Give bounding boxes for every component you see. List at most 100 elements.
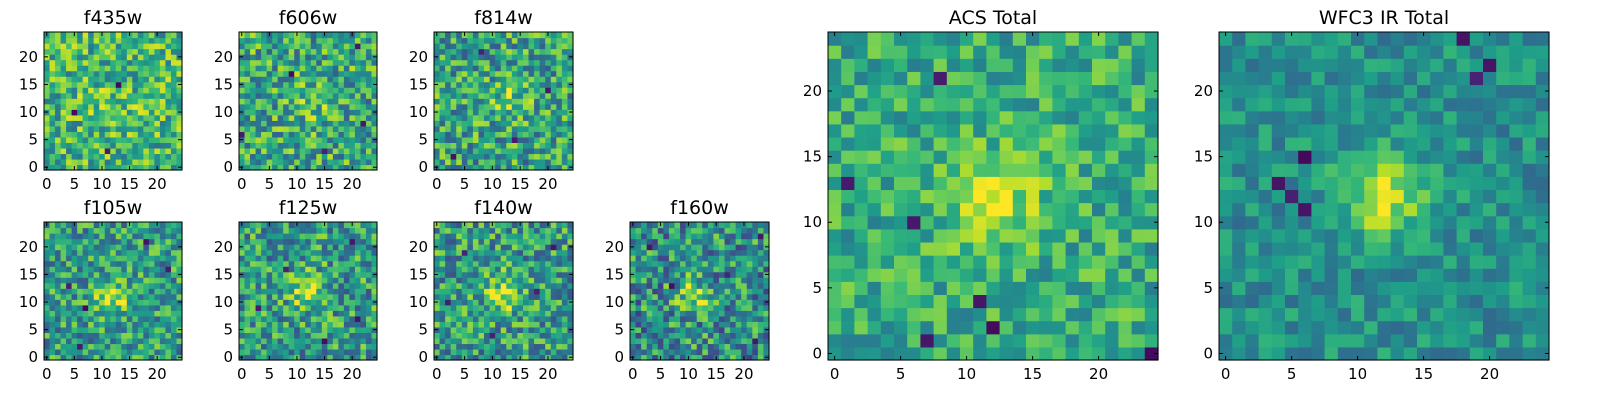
heatmap-cell <box>159 227 167 234</box>
heatmap-cell <box>371 332 378 339</box>
heatmap-cell <box>82 103 89 110</box>
heatmap-cell <box>148 136 155 143</box>
heatmap-cell <box>338 238 345 245</box>
heatmap-cell <box>556 32 563 39</box>
heatmap-cell <box>545 299 552 306</box>
heatmap-cell <box>1052 176 1067 191</box>
heatmap-cell <box>77 48 84 55</box>
heatmap-cell <box>920 176 935 191</box>
heatmap-cell <box>137 233 144 240</box>
heatmap-cell <box>266 288 273 295</box>
heatmap-cell <box>77 125 84 132</box>
heatmap-cell <box>239 255 246 262</box>
heatmap-cell <box>550 136 557 143</box>
heatmap-cell <box>1078 346 1093 361</box>
heatmap-cell <box>115 315 122 322</box>
heatmap-cell <box>266 158 273 166</box>
heatmap-cell <box>445 354 452 361</box>
heatmap-cell <box>735 293 742 300</box>
heatmap-cell <box>44 70 51 77</box>
heatmap-cell <box>461 348 468 356</box>
heatmap-cell <box>132 131 139 138</box>
heatmap-cell <box>266 136 273 143</box>
heatmap-cell <box>132 249 139 256</box>
heatmap-cell <box>986 320 1001 335</box>
heatmap-cell <box>685 321 692 328</box>
heatmap-cell <box>60 32 67 39</box>
heatmap-cell <box>143 310 150 317</box>
heatmap-cell <box>277 227 284 234</box>
heatmap-cell <box>121 315 128 322</box>
heatmap-cell <box>500 76 507 83</box>
heatmap-cell <box>663 293 670 300</box>
heatmap-cell <box>1012 320 1027 335</box>
heatmap-cell <box>99 227 106 234</box>
heatmap-cell <box>456 32 463 39</box>
heatmap-cell <box>718 244 726 251</box>
heatmap-cell <box>305 288 312 295</box>
heatmap-cell <box>511 222 518 229</box>
heatmap-cell <box>489 109 496 116</box>
heatmap-cell <box>495 125 502 132</box>
heatmap-cell <box>294 315 301 322</box>
heatmap-cell <box>316 271 323 278</box>
heatmap-cell <box>244 299 251 306</box>
heatmap-cell <box>310 326 317 333</box>
heatmap-cell <box>500 81 507 88</box>
heatmap-cell <box>545 343 552 350</box>
heatmap-cell <box>534 70 541 77</box>
heatmap-cell <box>239 114 246 121</box>
heatmap-cell <box>305 249 312 256</box>
heatmap-cell <box>495 70 502 77</box>
heatmap-cell <box>445 348 452 356</box>
heatmap-cell <box>467 310 474 317</box>
heatmap-cell <box>757 293 765 300</box>
heatmap-cell <box>288 158 295 166</box>
heatmap-cell <box>93 142 100 149</box>
heatmap-cell <box>946 294 961 309</box>
x-tick-label: 10 <box>287 175 306 193</box>
heatmap-cell <box>77 293 84 300</box>
heatmap-cell <box>250 337 257 345</box>
heatmap-cell <box>478 158 485 166</box>
heatmap-cell <box>907 241 921 256</box>
heatmap-cell <box>867 294 882 309</box>
heatmap-cell <box>239 92 246 99</box>
heatmap-cell <box>349 103 356 110</box>
heatmap-cell <box>283 293 290 300</box>
heatmap-cell <box>154 98 161 105</box>
heatmap-cell <box>561 48 569 55</box>
heatmap-cell <box>255 65 262 72</box>
heatmap-cell <box>44 120 51 127</box>
heatmap-cell <box>456 233 463 240</box>
heatmap-cell <box>66 293 73 300</box>
heatmap-cell <box>283 249 290 256</box>
heatmap-cell <box>561 153 569 160</box>
heatmap-cell <box>294 142 301 149</box>
heatmap-cell <box>450 114 457 121</box>
heatmap-cell <box>66 332 73 339</box>
heatmap-cell <box>461 92 468 99</box>
heatmap-cell <box>472 282 480 289</box>
heatmap-cell <box>137 87 144 94</box>
heatmap-cell <box>115 348 122 356</box>
heatmap-cell <box>517 120 524 127</box>
heatmap-cell <box>718 266 726 273</box>
heatmap-cell <box>713 326 720 333</box>
heatmap-cell <box>567 282 574 289</box>
y-tick-label: 15 <box>19 265 38 283</box>
heatmap-cell <box>461 244 468 251</box>
heatmap-cell <box>360 76 367 83</box>
heatmap-cell <box>349 343 356 350</box>
heatmap-cell <box>143 158 150 166</box>
heatmap-cell <box>746 343 753 350</box>
heatmap-cell <box>730 266 737 273</box>
heatmap-cell <box>170 164 178 171</box>
heatmap-cell <box>49 65 56 72</box>
heatmap-cell <box>646 227 653 234</box>
heatmap-cell <box>170 233 178 240</box>
heatmap-cell <box>60 326 67 333</box>
heatmap-cell <box>365 227 373 234</box>
heatmap-cell <box>467 299 474 306</box>
heatmap-cell <box>445 310 452 317</box>
